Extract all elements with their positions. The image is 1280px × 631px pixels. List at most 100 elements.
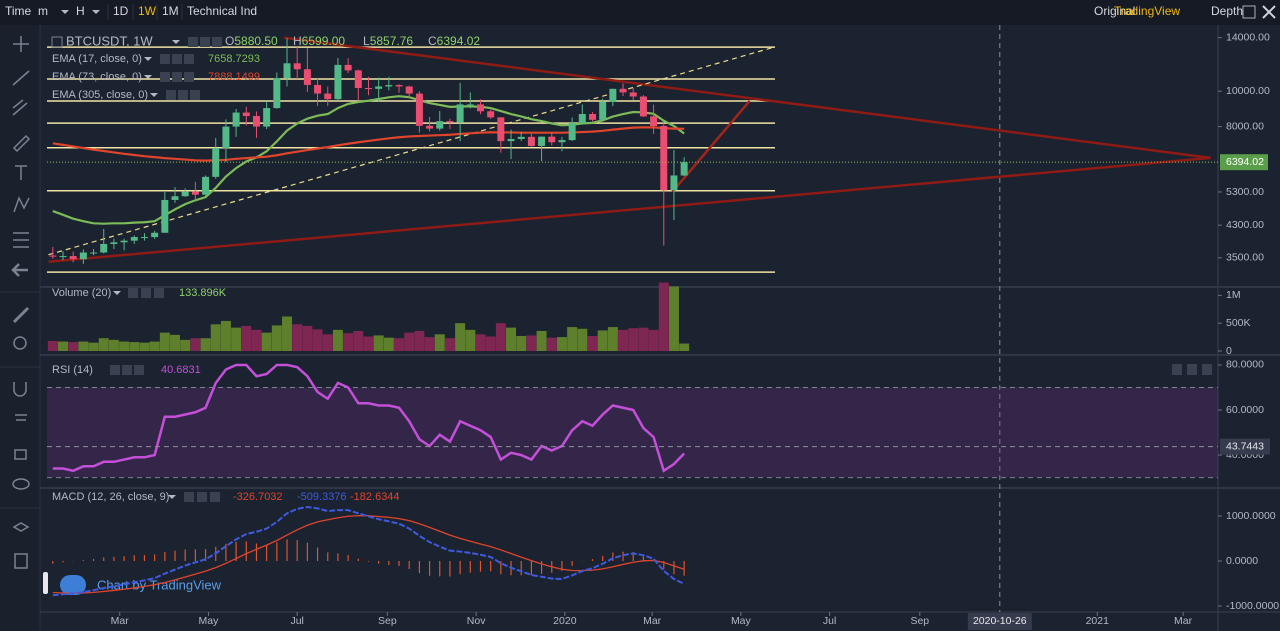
candle-body [599,102,607,120]
candle-body [405,86,413,94]
lock-tool[interactable] [14,449,27,460]
layers-tool[interactable] [12,522,30,532]
y-tick-label: 4300.00 [1226,219,1264,231]
legend-button[interactable] [160,54,170,64]
legend-button[interactable] [190,90,200,100]
volume-bar [668,286,679,351]
scroll-handle[interactable] [43,572,48,594]
brush-tool[interactable] [12,134,31,153]
pane-button[interactable] [1187,364,1197,375]
legend-button[interactable] [154,288,164,298]
candle-body [263,108,271,127]
crosshair-tool[interactable] [13,36,29,52]
legend-button[interactable] [122,365,132,375]
ohlc-value: 6394.02 [437,34,481,48]
legend-button[interactable] [166,90,176,100]
legend-button[interactable] [184,72,194,82]
volume-bar [251,329,262,351]
volume-bar [373,335,384,351]
pane-collapse[interactable] [51,36,63,48]
toolbar-button[interactable]: Time [5,4,32,18]
legend-button[interactable] [184,54,194,64]
legend-button[interactable] [172,72,182,82]
macd-line [52,505,685,597]
close-button[interactable] [1262,5,1276,19]
legend-button[interactable] [210,492,220,502]
candle-body [242,112,250,117]
legend-button[interactable] [160,72,170,82]
legend-button[interactable] [128,288,138,298]
candle-body [487,111,495,118]
candle-body [303,69,311,85]
candle-body [202,176,210,195]
y-tick-label: 14000.00 [1226,32,1270,44]
legend-button[interactable] [197,492,207,502]
toolbar-button[interactable]: 1W [138,4,157,18]
pattern-tool[interactable] [13,196,30,213]
toolbar-button[interactable]: m [38,4,48,18]
volume-bar [170,334,181,351]
fullscreen-button[interactable] [1242,5,1256,19]
trash-tool[interactable] [14,553,28,569]
candle-body [324,93,332,100]
x-tick-label: Sep [378,615,397,627]
volume-bar [475,334,486,351]
candle-body [171,196,179,200]
candle-body [314,84,322,94]
volume-bar [88,342,99,351]
fib-tool[interactable] [12,99,28,116]
volume-bar [231,327,242,351]
prediction-tool[interactable] [13,232,29,248]
volume-bar [394,338,405,351]
pane-button[interactable] [1202,364,1212,375]
trendline-tool[interactable] [12,70,30,86]
candle-body [293,63,301,70]
toolbar-button[interactable]: Technical Ind [187,4,257,18]
legend-button[interactable] [172,54,182,64]
lock-drawing-tool[interactable] [15,414,27,421]
volume-bar [210,324,221,351]
legend-button[interactable] [212,37,222,47]
x-tick-label: 2021 [1086,615,1110,627]
toolbar-button[interactable]: 1M [162,4,179,18]
measure-tool[interactable] [12,306,30,324]
legend-button[interactable] [200,37,210,47]
magnet-tool[interactable] [13,382,27,397]
pane-button[interactable] [1172,364,1182,375]
indicator-value: 7658.7293 [208,53,260,65]
legend-button[interactable] [188,37,198,47]
candle-body [517,136,525,139]
trendline [48,156,1211,264]
visibility-tool[interactable] [12,478,30,490]
indicator-value: 7888.1499 [208,71,260,83]
volume-bar [414,330,425,351]
volume-bar [679,343,690,351]
legend-button[interactable] [110,365,120,375]
toolbar-button[interactable]: H [76,4,85,18]
toolbar-tab[interactable]: TradingView [1114,4,1180,18]
text-tool[interactable] [15,165,27,180]
legend-button[interactable] [134,365,144,375]
legend-button[interactable] [178,90,188,100]
volume-bar [190,338,201,351]
volume-bar [119,341,130,351]
x-tick-label: Jul [823,615,836,627]
toolbar-tab[interactable]: Original [1094,4,1135,18]
rsi-line [52,363,686,473]
back-tool[interactable] [11,263,28,277]
x-tick-label: Mar [1174,615,1193,627]
toolbar-tab[interactable]: Depth [1211,4,1243,18]
zoom-tool[interactable] [13,336,27,350]
candle-body [415,93,423,126]
candle-body [334,64,342,100]
candle-body [588,114,596,120]
candle-body [619,88,627,93]
toolbar-button[interactable]: 1D [113,4,129,18]
volume-bar [322,334,333,351]
candle-body [364,88,372,90]
legend-button[interactable] [141,288,151,298]
volume-bar [658,282,669,351]
candle-body [151,232,159,238]
legend-button[interactable] [184,492,194,502]
